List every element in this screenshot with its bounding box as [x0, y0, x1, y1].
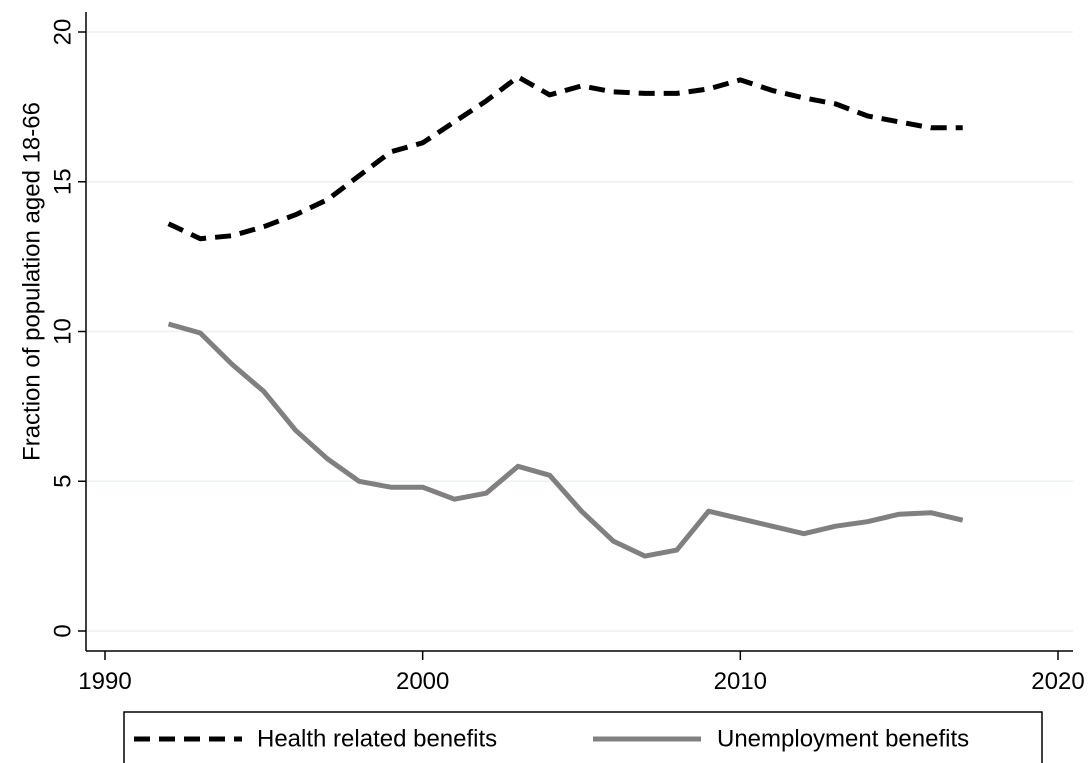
- legend-label-2: Unemployment benefits: [717, 726, 969, 753]
- series-line-1: [167, 74, 963, 242]
- legend-items: Health related benefits Unemployment bene…: [134, 726, 969, 753]
- x-tick-label: 1990: [78, 668, 131, 695]
- series-lines: [167, 74, 964, 559]
- y-tick-label: 20: [50, 19, 77, 46]
- y-tick-label: 10: [50, 318, 77, 345]
- y-tick-label: 5: [50, 475, 77, 488]
- axis-ticks: 0 5 10 15 20 1990 2000 2010 2020: [50, 19, 1085, 695]
- x-tick-label: 2020: [1031, 668, 1084, 695]
- legend-label-1: Health related benefits: [257, 726, 497, 753]
- legend: Health related benefits Unemployment bene…: [123, 711, 1043, 763]
- series-line-2: [167, 321, 964, 559]
- legend-box: [123, 711, 1043, 763]
- gridlines: [86, 31, 1073, 632]
- y-tick-label: 15: [50, 168, 77, 195]
- y-axis-title: Fraction of population aged 18-66: [19, 102, 46, 461]
- x-tick-label: 2010: [714, 668, 767, 695]
- y-tick-label: 0: [50, 624, 77, 637]
- x-tick-label: 2000: [396, 668, 449, 695]
